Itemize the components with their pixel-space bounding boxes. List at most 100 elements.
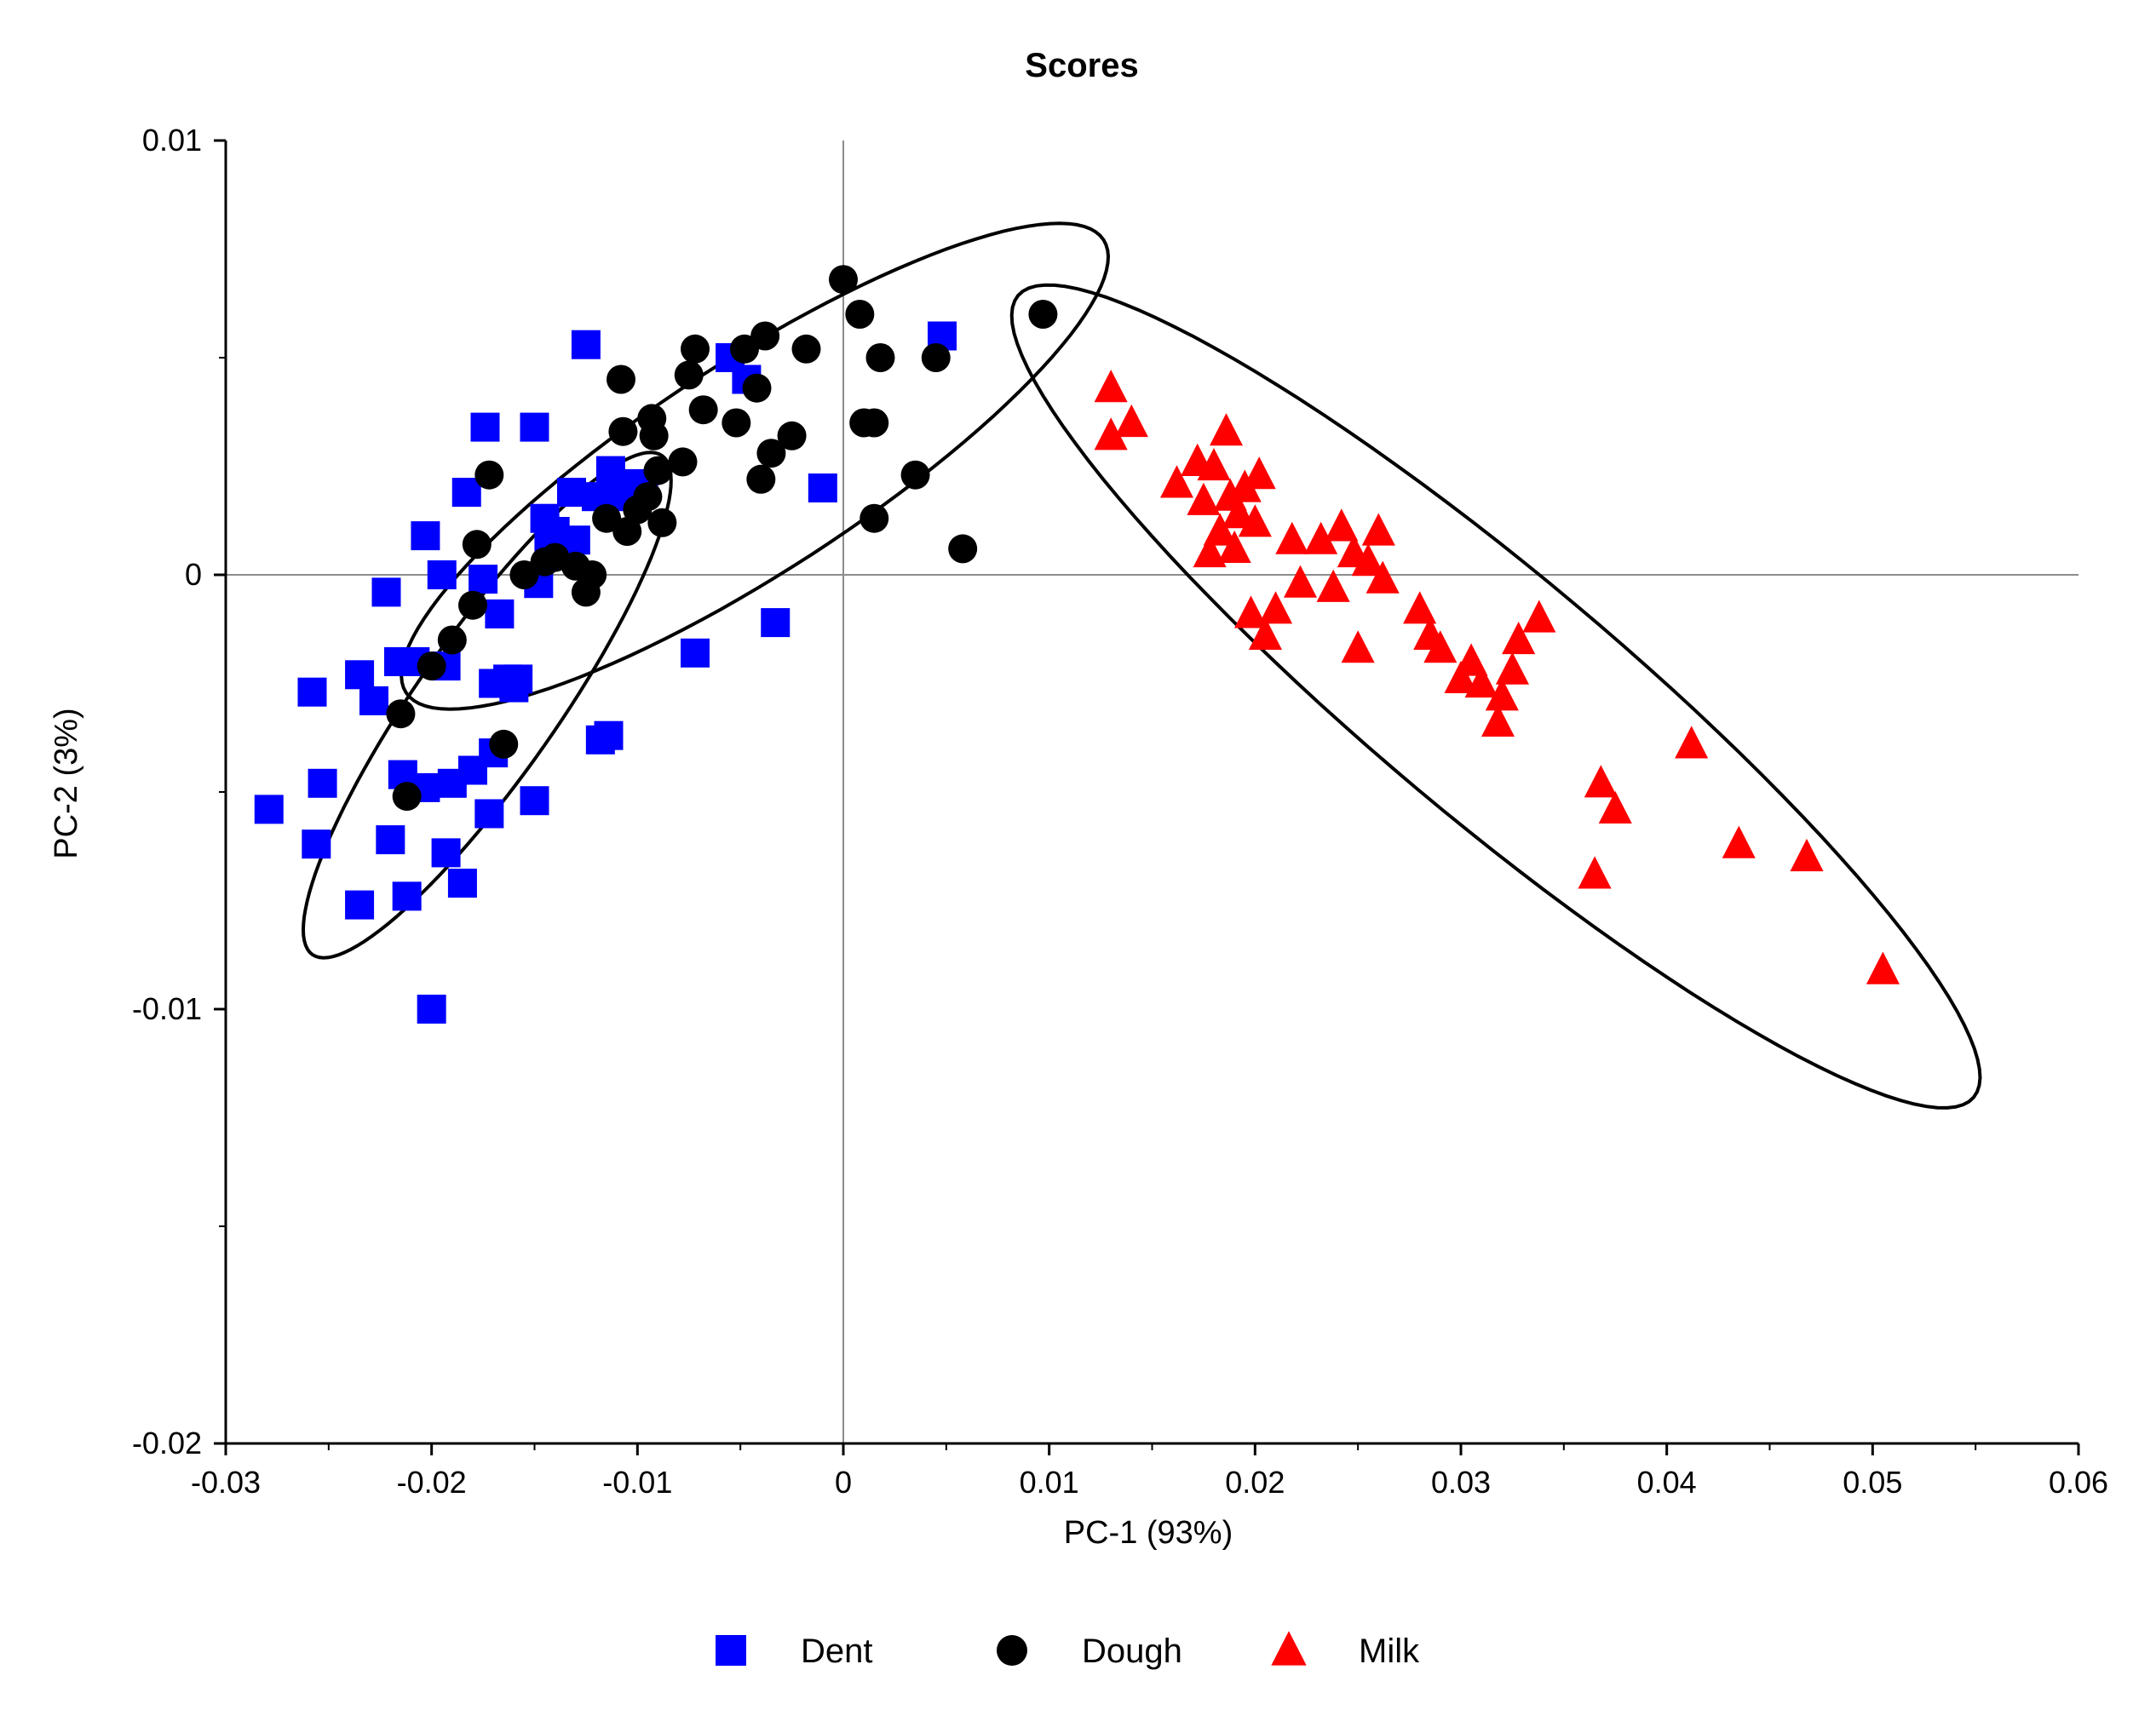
milk-point bbox=[1444, 660, 1478, 693]
data-points bbox=[254, 265, 1900, 1024]
dent-point bbox=[431, 838, 461, 868]
milk-point bbox=[1094, 370, 1128, 403]
milk-point bbox=[1351, 543, 1385, 577]
dent-point bbox=[520, 786, 549, 816]
dough-point bbox=[639, 421, 669, 450]
legend-marker-milk bbox=[1271, 1631, 1307, 1666]
dough-point bbox=[612, 517, 642, 546]
dough-point bbox=[489, 729, 519, 759]
legend-item-dough: Dough bbox=[997, 1633, 1182, 1670]
dent-point bbox=[571, 330, 601, 359]
milk-point bbox=[1259, 591, 1293, 624]
x-tick-label: -0.03 bbox=[191, 1465, 261, 1500]
dough-point bbox=[845, 300, 875, 329]
milk-point bbox=[1275, 521, 1309, 554]
milk-point bbox=[1866, 951, 1900, 984]
milk-point bbox=[1578, 856, 1612, 889]
dent-point bbox=[761, 608, 791, 638]
dough-point bbox=[458, 590, 487, 620]
dough-point bbox=[474, 460, 504, 490]
milk-point bbox=[1160, 465, 1193, 498]
dent-point bbox=[392, 881, 422, 911]
legend-label-dough: Dough bbox=[1082, 1633, 1182, 1670]
milk-point bbox=[1522, 600, 1556, 633]
milk-point bbox=[1341, 630, 1375, 663]
milk-point bbox=[1210, 413, 1243, 446]
dent-point bbox=[520, 412, 549, 442]
x-tick-label: 0.04 bbox=[1637, 1465, 1697, 1500]
series-dough bbox=[386, 265, 1058, 812]
milk-point bbox=[1502, 622, 1536, 655]
y-tick-label: 0.01 bbox=[142, 123, 202, 158]
legend-item-dent: Dent bbox=[716, 1633, 873, 1670]
x-tick-label: 0.02 bbox=[1225, 1465, 1285, 1500]
dough-point bbox=[829, 265, 858, 295]
dough-point bbox=[578, 560, 607, 589]
dent-point bbox=[376, 825, 405, 855]
legend-label-dent: Dent bbox=[801, 1633, 873, 1670]
x-tick-label: 0 bbox=[835, 1465, 852, 1500]
milk-point bbox=[1361, 513, 1395, 546]
dent-point bbox=[808, 473, 837, 502]
milk-point bbox=[1094, 417, 1128, 450]
dough-point bbox=[921, 343, 951, 372]
y-tick-label: 0 bbox=[185, 557, 202, 592]
milk-point bbox=[1193, 535, 1227, 568]
milk-point bbox=[1238, 504, 1272, 537]
dough-point bbox=[730, 334, 759, 364]
dent-point bbox=[451, 478, 481, 508]
milk-point bbox=[1598, 790, 1632, 823]
milk-point bbox=[1248, 617, 1282, 650]
dent-point bbox=[557, 478, 586, 508]
dough-point bbox=[681, 334, 710, 364]
dent-point bbox=[427, 560, 457, 589]
milk-point bbox=[1325, 508, 1359, 542]
milk-point bbox=[1304, 521, 1338, 554]
dent-point bbox=[503, 664, 533, 694]
x-axis-label: PC-1 (93%) bbox=[1064, 1515, 1233, 1551]
dent-point bbox=[345, 660, 375, 690]
milk-point bbox=[1197, 448, 1231, 481]
dough-point bbox=[688, 395, 718, 425]
dent-point bbox=[411, 521, 440, 551]
dent-point bbox=[417, 995, 446, 1024]
milk-point bbox=[1234, 595, 1268, 628]
dough-point bbox=[742, 373, 772, 403]
legend-label-milk: Milk bbox=[1359, 1633, 1420, 1670]
milk-point bbox=[1203, 513, 1237, 546]
milk-point bbox=[1284, 565, 1317, 598]
dent-point bbox=[359, 686, 388, 715]
milk-point bbox=[1242, 456, 1276, 490]
dough-point bbox=[756, 439, 786, 468]
dough-point bbox=[746, 464, 776, 494]
dough-point bbox=[462, 530, 492, 559]
dough-point bbox=[668, 447, 698, 477]
dough-point bbox=[791, 334, 821, 364]
chart-title: Scores bbox=[1025, 47, 1138, 84]
dough-point bbox=[592, 503, 622, 533]
milk-point bbox=[1217, 530, 1251, 563]
dough-point bbox=[643, 456, 673, 485]
milk-point bbox=[1187, 482, 1221, 515]
dough-point bbox=[509, 560, 539, 589]
milk-point bbox=[1365, 560, 1400, 594]
dough-point bbox=[674, 360, 704, 390]
x-tick-label: 0.06 bbox=[2049, 1465, 2108, 1500]
dough-point bbox=[386, 699, 416, 729]
milk-point bbox=[1584, 765, 1618, 798]
dent-point bbox=[302, 829, 331, 859]
dent-point bbox=[594, 720, 624, 750]
ellipse-dent bbox=[301, 450, 673, 960]
series-milk bbox=[1094, 370, 1900, 984]
y-tick-label: -0.01 bbox=[132, 991, 202, 1026]
ellipse-dough bbox=[400, 221, 1111, 711]
milk-point bbox=[1790, 838, 1824, 872]
confidence-ellipses bbox=[301, 221, 1982, 1110]
legend-marker-dent bbox=[716, 1635, 746, 1666]
ellipse-milk bbox=[1009, 283, 1982, 1110]
milk-point bbox=[1423, 630, 1457, 663]
dough-point bbox=[777, 421, 807, 450]
dough-point bbox=[633, 482, 663, 512]
dough-point bbox=[392, 782, 422, 812]
